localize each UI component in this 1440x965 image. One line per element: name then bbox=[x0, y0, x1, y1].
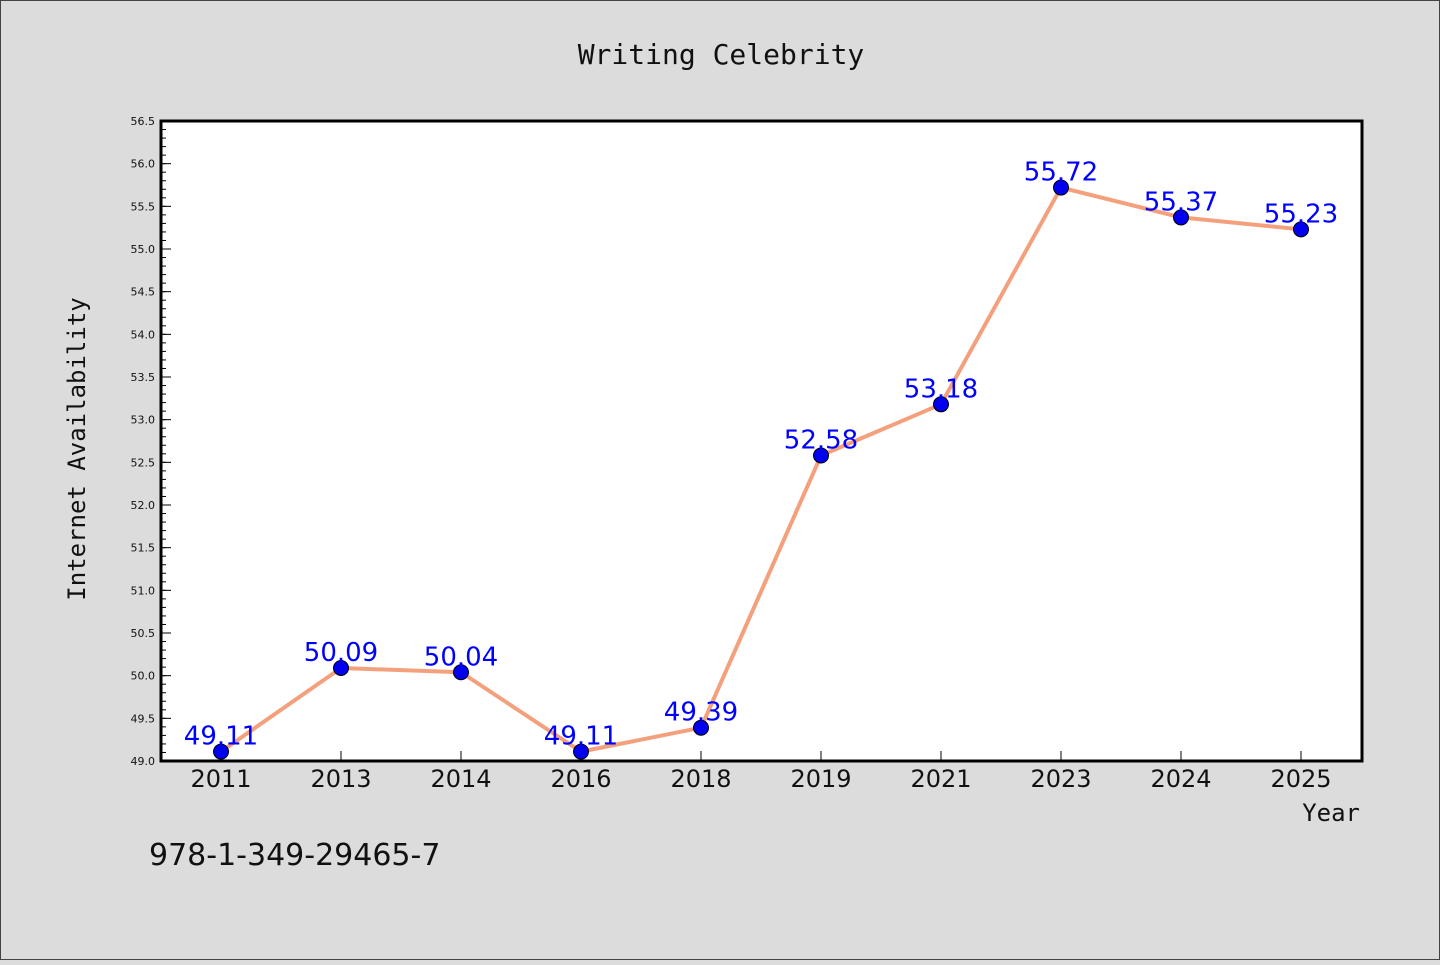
data-label: 49.11 bbox=[544, 722, 618, 752]
data-point bbox=[1293, 221, 1309, 238]
x-tick-label: 2018 bbox=[670, 765, 731, 793]
data-label: 50.04 bbox=[424, 642, 498, 672]
chart-title: Writing Celebrity bbox=[578, 38, 865, 71]
y-tick-label: 51.0 bbox=[131, 584, 156, 597]
data-label: 55.72 bbox=[1024, 158, 1098, 188]
plot-area bbox=[159, 119, 1364, 763]
series-line-path bbox=[219, 185, 1302, 754]
data-point bbox=[453, 664, 469, 681]
x-tick-label: 2023 bbox=[1030, 765, 1091, 793]
data-point bbox=[813, 447, 829, 464]
data-point bbox=[933, 396, 949, 413]
y-tick-label: 55.0 bbox=[131, 243, 156, 256]
data-label: 55.37 bbox=[1144, 187, 1218, 217]
x-tick-label: 2011 bbox=[190, 765, 251, 793]
data-point bbox=[333, 659, 349, 676]
data-label: 49.39 bbox=[664, 698, 738, 728]
y-tick-label: 51.5 bbox=[131, 542, 156, 555]
data-label: 53.18 bbox=[904, 374, 978, 404]
data-label: 50.09 bbox=[304, 638, 378, 668]
x-axis: 2011 2013 2014 2016 2018 2019 2021 2023 2024 2025 bbox=[190, 751, 1332, 793]
x-tick-label: 2025 bbox=[1270, 765, 1331, 793]
y-tick-label: 56.5 bbox=[131, 115, 156, 128]
data-point bbox=[1173, 209, 1189, 226]
x-tick-label: 2013 bbox=[310, 765, 371, 793]
y-tick-label: 53.5 bbox=[131, 371, 156, 384]
x-tick-label: 2016 bbox=[550, 765, 611, 793]
y-tick-label: 56.0 bbox=[131, 158, 156, 171]
data-label: 52.58 bbox=[784, 426, 858, 456]
x-tick-label: 2014 bbox=[430, 765, 491, 793]
y-tick-label: 49.5 bbox=[131, 712, 156, 725]
series-line: 49.11 50.09 50.04 49.11 49.39 52.58 53.18 55.72… bbox=[184, 158, 1338, 760]
data-label: 49.11 bbox=[184, 722, 258, 752]
y-tick-label: 52.5 bbox=[131, 456, 156, 469]
y-tick-label: 53.0 bbox=[131, 414, 156, 427]
data-point bbox=[1053, 179, 1069, 196]
y-tick-label: 54.5 bbox=[131, 286, 156, 299]
y-tick-label: 50.5 bbox=[131, 627, 156, 640]
footer-text: 978-1-349-29465-7 bbox=[149, 838, 440, 873]
y-tick-label: 49.0 bbox=[131, 755, 156, 768]
data-point bbox=[693, 719, 709, 736]
x-axis-label: Year bbox=[1302, 799, 1360, 827]
data-point bbox=[573, 743, 589, 760]
y-tick-label: 54.0 bbox=[131, 328, 156, 341]
data-label: 55.23 bbox=[1264, 199, 1338, 229]
y-tick-label: 52.0 bbox=[131, 499, 156, 512]
y-axis: 49.0 49.5 50.0 50.5 51.0 51.5 52.0 52.5 53.0 53.5… bbox=[131, 115, 171, 768]
data-point bbox=[213, 743, 229, 760]
x-tick-label: 2021 bbox=[910, 765, 971, 793]
y-tick-label: 55.5 bbox=[131, 200, 156, 213]
x-tick-label: 2019 bbox=[790, 765, 851, 793]
x-tick-label: 2024 bbox=[1150, 765, 1211, 793]
y-axis-label: Internet Availability bbox=[63, 297, 91, 600]
y-tick-label: 50.0 bbox=[131, 670, 156, 683]
